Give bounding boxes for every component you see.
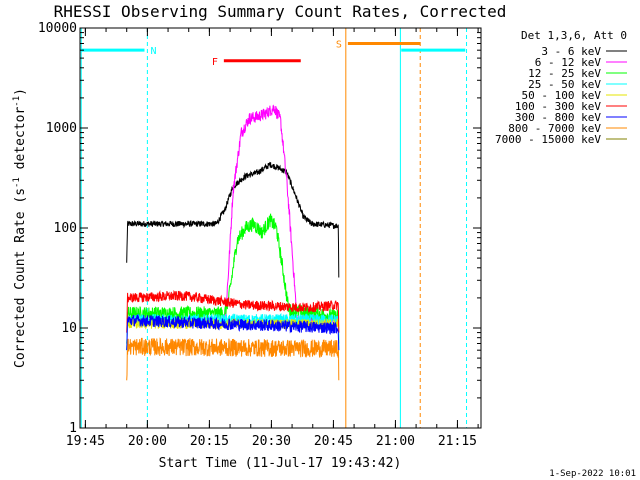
flag-label: S [336,39,342,50]
y-label-end: ) [13,88,28,96]
series-line-6 [126,313,340,351]
y-label-main: Corrected Count Rate (s [13,188,28,368]
x-tick-label: 21:15 [438,434,477,449]
y-tick-label: 1 [69,421,77,436]
legend-entry-label: 25 - 50 keV [528,78,601,91]
y-axis-label: Corrected Count Rate (s-1 detector-1) [12,88,28,368]
legend-entry-label: 7000 - 15000 keV [495,133,601,146]
y-label-mid: detector [13,107,28,178]
x-axis-label: Start Time (11-Jul-17 19:43:42) [159,456,402,471]
series-line-5 [126,290,340,333]
y-tick-label: 100 [54,221,77,236]
x-tick-label: 20:00 [128,434,167,449]
series-layer [126,104,340,381]
legend-title: Det 1,3,6, Att 0 [521,29,627,42]
y-tick-label: 10000 [38,21,77,36]
plot-timestamp: 1-Sep-2022 10:01 [549,469,636,479]
flag-label: N [150,46,156,57]
legend-entry-label: 800 - 7000 keV [508,122,601,135]
y-tick-label: 1000 [46,121,77,136]
y-axis: 1 10 100 1000 10000 [38,21,481,436]
series-line-1 [224,104,339,327]
x-tick-label: 20:45 [314,434,353,449]
y-label-sup1: -1 [12,177,22,188]
chart-title: RHESSI Observing Summary Count Rates, Co… [54,2,507,21]
legend-entry-label: 50 - 100 keV [522,89,602,102]
x-tick-label: 20:30 [252,434,291,449]
legend-entry-label: 100 - 300 keV [515,100,601,113]
x-tick-label: 21:00 [376,434,415,449]
x-axis: 19:45 20:00 20:15 20:30 20:45 21:00 21:15 [66,28,479,449]
series-line-7 [126,337,340,381]
y-tick-label: 10 [61,321,77,336]
x-tick-label: 20:15 [190,434,229,449]
series-line-0 [126,161,340,278]
flag-bars: N F S [81,39,466,68]
time-markers [80,28,468,428]
flag-label: F [212,57,218,68]
series-line-2 [126,213,340,344]
legend-entry-label: 3 - 6 keV [541,45,601,58]
legend-entry-label: 6 - 12 keV [535,56,602,69]
plot-frame [79,27,482,429]
y-label-sup2: -1 [12,96,22,107]
legend-entry-label: 12 - 25 keV [528,67,601,80]
legend-entry-label: 300 - 800 keV [515,111,601,124]
x-tick-label: 19:45 [66,434,105,449]
